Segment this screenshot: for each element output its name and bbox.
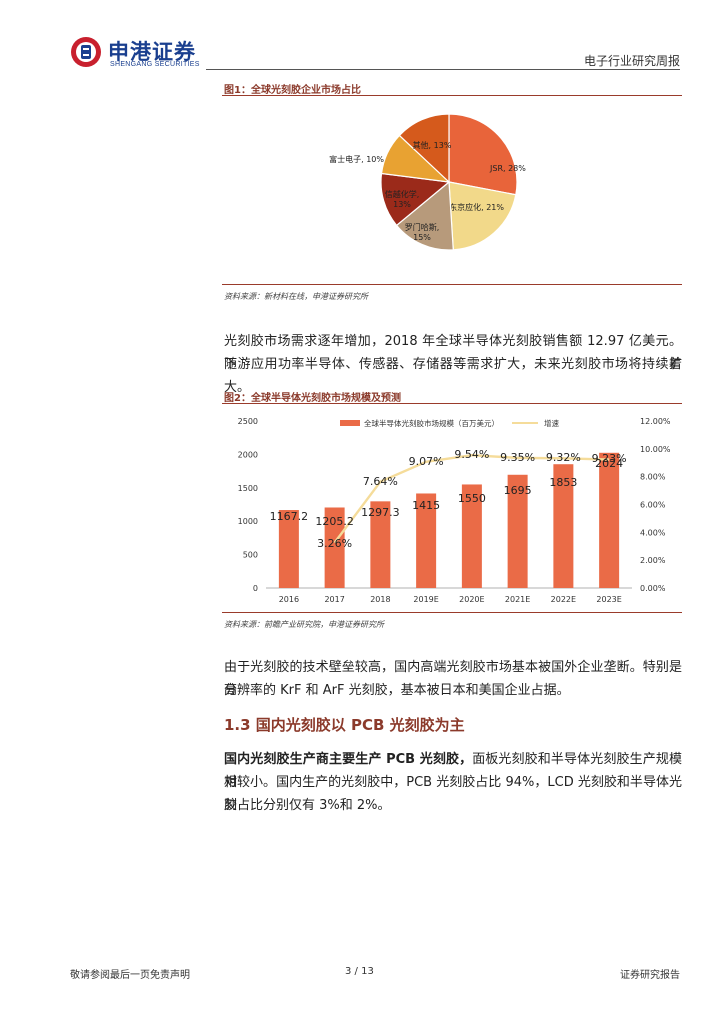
paragraph-3-line-1: 国内光刻胶生产商主要生产 PCB 光刻胶，面板光刻胶和半导体光刻胶生产规模相 [224, 748, 682, 794]
pie-slice-label: JSR, 28% [489, 164, 526, 173]
paragraph-3-bold-lead: 国内光刻胶生产商主要生产 PCB 光刻胶， [224, 752, 473, 767]
bar-data-label: 1695 [504, 484, 532, 497]
y-right-tick-label: 2.00% [640, 556, 666, 565]
bar [370, 501, 391, 588]
x-tick-label: 2023E [596, 595, 621, 604]
pie-slice-label: 其他, 13% [413, 140, 452, 150]
growth-line [333, 454, 610, 544]
header-rule [206, 69, 680, 70]
paragraph-3-line-3: 胶占比分别仅有 3%和 2%。 [224, 798, 391, 813]
figure2-title: 图2：全球半导体光刻胶市场规模及预测 [224, 393, 401, 404]
y-right-tick-label: 10.00% [640, 445, 671, 454]
figure1-title: 图1：全球光刻胶企业市场占比 [224, 85, 361, 96]
paragraph-1-line-2: 下游应用功率半导体、传感器、存储器等需求扩大，未来光刻胶市场将持续扩大。 [224, 357, 682, 395]
footer-report-label: 证券研究报告 [620, 970, 680, 981]
line-data-label: 3.26% [317, 537, 352, 550]
bar [507, 474, 528, 588]
report-type: 电子行业研究周报 [583, 54, 680, 68]
x-tick-label: 2020E [459, 595, 484, 604]
x-tick-label: 2022E [551, 595, 576, 604]
bar-data-label: 2024 [595, 457, 623, 470]
figure1-pie-chart: JSR, 28% 东京应化, 21% 罗门哈斯, 15% 信越化学, 13% 富士电子, 1… [329, 113, 526, 251]
shengang-logo-icon [71, 37, 101, 67]
y-right-tick-label: 12.00% [640, 417, 671, 426]
bar [324, 507, 345, 588]
pie-slice [398, 113, 450, 184]
bar-data-label: 1205.2 [315, 515, 354, 528]
line-data-label: 9.07% [409, 455, 444, 468]
y-left-tick-label: 2000 [238, 450, 258, 459]
pie-slice [448, 113, 518, 196]
figure2-bottom-rule [222, 612, 682, 613]
pie-slice-label: 东京应化, 21% [449, 202, 504, 212]
bar-data-label: 1167.2 [270, 510, 309, 523]
pie-slice-label: 富士电子, 10% [329, 154, 384, 164]
figure1-title-rule [222, 95, 682, 96]
figure2-source: 资料来源：前瞻产业研究院，申港证券研究所 [224, 620, 384, 629]
bar-data-label: 1297.3 [361, 506, 400, 519]
figure2-bar-line-chart: 0 500 1000 1500 2000 2500 0.00% 2.00% 4.00% 6.00%… [238, 417, 671, 604]
footer-page-number: 3 / 13 [345, 966, 374, 977]
figure2-title-rule [222, 403, 682, 404]
line-data-label: 7.64% [363, 475, 398, 488]
legend-bar-swatch [340, 420, 360, 426]
pie-slice-label: 罗门哈斯, 15% [405, 222, 440, 242]
paragraph-1-line-1: 光刻胶市场需求逐年增加，2018 年全球半导体光刻胶销售额 12.97 亿美元。… [224, 334, 682, 372]
figure1-bottom-rule [222, 284, 682, 285]
bar [461, 484, 482, 588]
brand-name-en: SHENGANG SECURITIES [110, 61, 200, 68]
footer-disclaimer: 敬请参阅最后一页免责声明 [70, 970, 190, 981]
pie-slice-label: 信越化学, 13% [385, 189, 420, 209]
legend-line-label: 增速 [544, 418, 559, 428]
section-heading: 1.3 国内光刻胶以 PCB 光刻胶为主 [224, 716, 465, 734]
paragraph-3-line-2: 对较小。国内生产的光刻胶中，PCB 光刻胶占比 94%，LCD 光刻胶和半导体光… [224, 775, 682, 813]
pie-slice [380, 172, 451, 227]
y-left-tick-label: 2500 [238, 417, 258, 426]
x-tick-label: 2019E [413, 595, 438, 604]
y-left-tick-label: 0 [253, 584, 258, 593]
y-right-tick-label: 8.00% [640, 473, 666, 482]
x-tick-label: 2016 [279, 595, 299, 604]
y-left-tick-label: 500 [243, 551, 258, 560]
paragraph-2-line-2: 分辨率的 KrF 和 ArF 光刻胶，基本被日本和美国企业占据。 [224, 683, 570, 698]
pie-slice [395, 180, 454, 251]
bar-data-label: 1550 [458, 492, 486, 505]
bar [278, 510, 299, 588]
line-data-label: 9.54% [454, 448, 489, 461]
bar [416, 493, 437, 588]
y-right-tick-label: 0.00% [640, 584, 666, 593]
paragraph-2-line-1: 由于光刻胶的技术壁垒较高，国内高端光刻胶市场基本被国外企业垄断。特别是高 [224, 660, 682, 698]
line-data-label: 9.23% [592, 452, 627, 465]
bar [599, 452, 620, 588]
paragraph-3-lead-rest: 面板光刻胶和半导体光刻胶生产规模相 [224, 752, 682, 790]
pie-slice [448, 181, 517, 251]
x-tick-label: 2017 [324, 595, 344, 604]
bar-data-label: 1853 [549, 476, 577, 489]
line-data-label: 9.35% [500, 451, 535, 464]
y-left-tick-label: 1500 [238, 484, 258, 493]
bar-data-label: 1415 [412, 499, 440, 512]
x-tick-label: 2021E [505, 595, 530, 604]
y-right-tick-label: 4.00% [640, 528, 666, 537]
brand-name: 申港证券 [108, 40, 196, 64]
bar [553, 464, 574, 588]
x-tick-label: 2018 [370, 595, 390, 604]
y-right-tick-label: 6.00% [640, 501, 666, 510]
line-data-label: 9.32% [546, 451, 581, 464]
figure1-source: 资料来源：新材料在线，申港证券研究所 [224, 292, 368, 301]
y-left-tick-label: 1000 [238, 517, 258, 526]
legend-bar-label: 全球半导体光刻胶市场规模（百万美元） [364, 418, 499, 428]
